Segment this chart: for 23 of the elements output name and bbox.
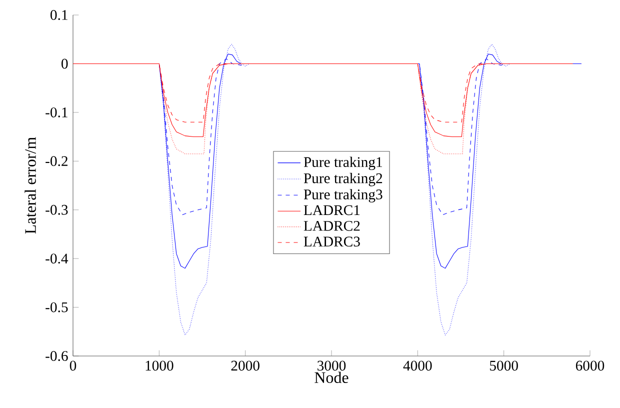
legend-label: Pure traking3	[304, 189, 382, 202]
y-tick-label: 0.1	[50, 10, 68, 20]
x-tick-label: 3000	[318, 360, 346, 371]
x-tick-label: 0	[70, 360, 76, 371]
legend-label: Pure traking2	[304, 172, 382, 186]
x-axis-title: Node	[314, 372, 348, 384]
y-tick-label: -0.4	[46, 254, 68, 264]
legend-label: LADRC1	[304, 205, 360, 216]
x-tick-label: 6000	[576, 360, 604, 371]
y-tick-label: -0.2	[46, 156, 68, 166]
x-tick-label: 5000	[490, 360, 518, 371]
x-tick-label: 4000	[403, 360, 432, 371]
legend-label: Pure traking1	[304, 156, 382, 170]
y-tick-label: -0.6	[46, 351, 68, 361]
legend-label: LADRC3	[304, 236, 360, 247]
y-tick-label: 0	[62, 58, 68, 69]
legend-label: LADRC2	[304, 220, 360, 231]
y-tick-label: -0.1	[46, 107, 68, 118]
x-tick-label: 2000	[231, 360, 260, 371]
y-axis-title: Lateral error/m	[24, 137, 36, 234]
y-tick-label: -0.3	[46, 204, 68, 215]
x-tick-label: 1000	[146, 360, 174, 371]
y-tick-label: -0.5	[46, 302, 68, 312]
